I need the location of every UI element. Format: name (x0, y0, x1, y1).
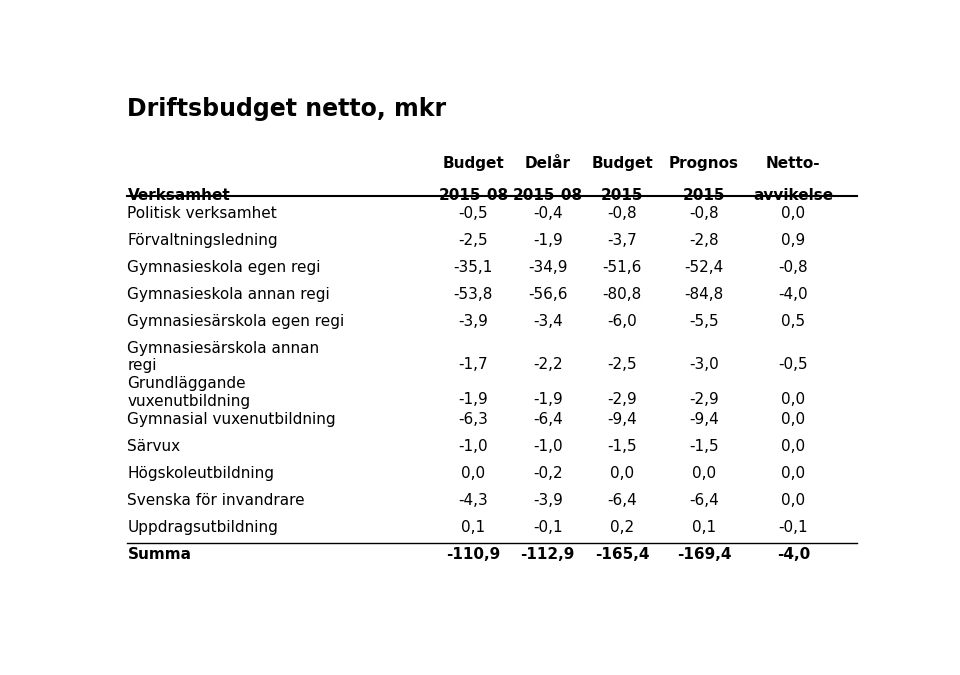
Text: -9,4: -9,4 (608, 412, 637, 427)
Text: -0,5: -0,5 (779, 357, 808, 372)
Text: -53,8: -53,8 (454, 287, 493, 302)
Text: 0,0: 0,0 (781, 439, 805, 454)
Text: 0,1: 0,1 (462, 520, 486, 535)
Text: -52,4: -52,4 (684, 260, 724, 275)
Text: Gymnasieskola annan regi: Gymnasieskola annan regi (128, 287, 330, 302)
Text: Gymnasiesärskola annan
regi: Gymnasiesärskola annan regi (128, 341, 320, 373)
Text: -6,0: -6,0 (608, 314, 637, 329)
Text: -2,5: -2,5 (608, 357, 637, 372)
Text: -2,9: -2,9 (689, 392, 719, 407)
Text: -0,2: -0,2 (533, 466, 563, 481)
Text: Netto-: Netto- (766, 157, 821, 171)
Text: Gymnasieskola egen regi: Gymnasieskola egen regi (128, 260, 321, 275)
Text: -0,1: -0,1 (533, 520, 563, 535)
Text: -5,5: -5,5 (689, 314, 719, 329)
Text: -3,9: -3,9 (533, 493, 563, 508)
Text: Uppdragsutbildning: Uppdragsutbildning (128, 520, 278, 535)
Text: 0,0: 0,0 (781, 466, 805, 481)
Text: 2015: 2015 (683, 188, 726, 202)
Text: -0,4: -0,4 (533, 206, 563, 221)
Text: Gymnasial vuxenutbildning: Gymnasial vuxenutbildning (128, 412, 336, 427)
Text: -1,9: -1,9 (459, 392, 489, 407)
Text: -1,0: -1,0 (459, 439, 489, 454)
Text: avvikelse: avvikelse (754, 188, 833, 202)
Text: -3,7: -3,7 (608, 233, 637, 248)
Text: -35,1: -35,1 (454, 260, 493, 275)
Text: 0,0: 0,0 (781, 493, 805, 508)
Text: -1,9: -1,9 (533, 392, 563, 407)
Text: Gymnasiesärskola egen regi: Gymnasiesärskola egen regi (128, 314, 345, 329)
Text: 0,0: 0,0 (462, 466, 486, 481)
Text: 0,0: 0,0 (781, 412, 805, 427)
Text: -4,0: -4,0 (777, 547, 810, 562)
Text: -9,4: -9,4 (689, 412, 719, 427)
Text: -34,9: -34,9 (528, 260, 567, 275)
Text: 2015: 2015 (601, 188, 643, 202)
Text: -84,8: -84,8 (684, 287, 724, 302)
Text: Summa: Summa (128, 547, 191, 562)
Text: -3,4: -3,4 (533, 314, 563, 329)
Text: 0,0: 0,0 (781, 206, 805, 221)
Text: -56,6: -56,6 (528, 287, 567, 302)
Text: -4,0: -4,0 (779, 287, 808, 302)
Text: 0,0: 0,0 (692, 466, 716, 481)
Text: 0,9: 0,9 (781, 233, 805, 248)
Text: -1,5: -1,5 (689, 439, 719, 454)
Text: Budget: Budget (591, 157, 653, 171)
Text: -165,4: -165,4 (595, 547, 650, 562)
Text: 0,1: 0,1 (692, 520, 716, 535)
Text: -3,9: -3,9 (459, 314, 489, 329)
Text: -2,5: -2,5 (459, 233, 489, 248)
Text: -80,8: -80,8 (603, 287, 642, 302)
Text: Delår: Delår (525, 157, 571, 171)
Text: -6,4: -6,4 (533, 412, 563, 427)
Text: -51,6: -51,6 (603, 260, 642, 275)
Text: -2,8: -2,8 (689, 233, 719, 248)
Text: 0,0: 0,0 (781, 392, 805, 407)
Text: -110,9: -110,9 (446, 547, 500, 562)
Text: Politisk verksamhet: Politisk verksamhet (128, 206, 277, 221)
Text: Verksamhet: Verksamhet (128, 188, 230, 202)
Text: -2,9: -2,9 (608, 392, 637, 407)
Text: -1,7: -1,7 (459, 357, 489, 372)
Text: Förvaltningsledning: Förvaltningsledning (128, 233, 278, 248)
Text: -169,4: -169,4 (677, 547, 732, 562)
Text: -6,3: -6,3 (459, 412, 489, 427)
Text: Budget: Budget (443, 157, 504, 171)
Text: 0,2: 0,2 (611, 520, 635, 535)
Text: -2,2: -2,2 (533, 357, 563, 372)
Text: 2015-08: 2015-08 (513, 188, 583, 202)
Text: -1,5: -1,5 (608, 439, 637, 454)
Text: -112,9: -112,9 (520, 547, 575, 562)
Text: Svenska för invandrare: Svenska för invandrare (128, 493, 305, 508)
Text: -0,8: -0,8 (689, 206, 719, 221)
Text: -0,8: -0,8 (608, 206, 637, 221)
Text: -1,9: -1,9 (533, 233, 563, 248)
Text: Grundläggande
vuxenutbildning: Grundläggande vuxenutbildning (128, 376, 251, 408)
Text: Högskoleutbildning: Högskoleutbildning (128, 466, 275, 481)
Text: Särvux: Särvux (128, 439, 180, 454)
Text: -0,8: -0,8 (779, 260, 808, 275)
Text: -1,0: -1,0 (533, 439, 563, 454)
Text: 2015-08: 2015-08 (439, 188, 509, 202)
Text: -0,5: -0,5 (459, 206, 489, 221)
Text: -3,0: -3,0 (689, 357, 719, 372)
Text: -4,3: -4,3 (459, 493, 489, 508)
Text: -0,1: -0,1 (779, 520, 808, 535)
Text: 0,0: 0,0 (611, 466, 635, 481)
Text: 0,5: 0,5 (781, 314, 805, 329)
Text: -6,4: -6,4 (608, 493, 637, 508)
Text: Driftsbudget netto, mkr: Driftsbudget netto, mkr (128, 97, 446, 121)
Text: Prognos: Prognos (669, 157, 739, 171)
Text: -6,4: -6,4 (689, 493, 719, 508)
